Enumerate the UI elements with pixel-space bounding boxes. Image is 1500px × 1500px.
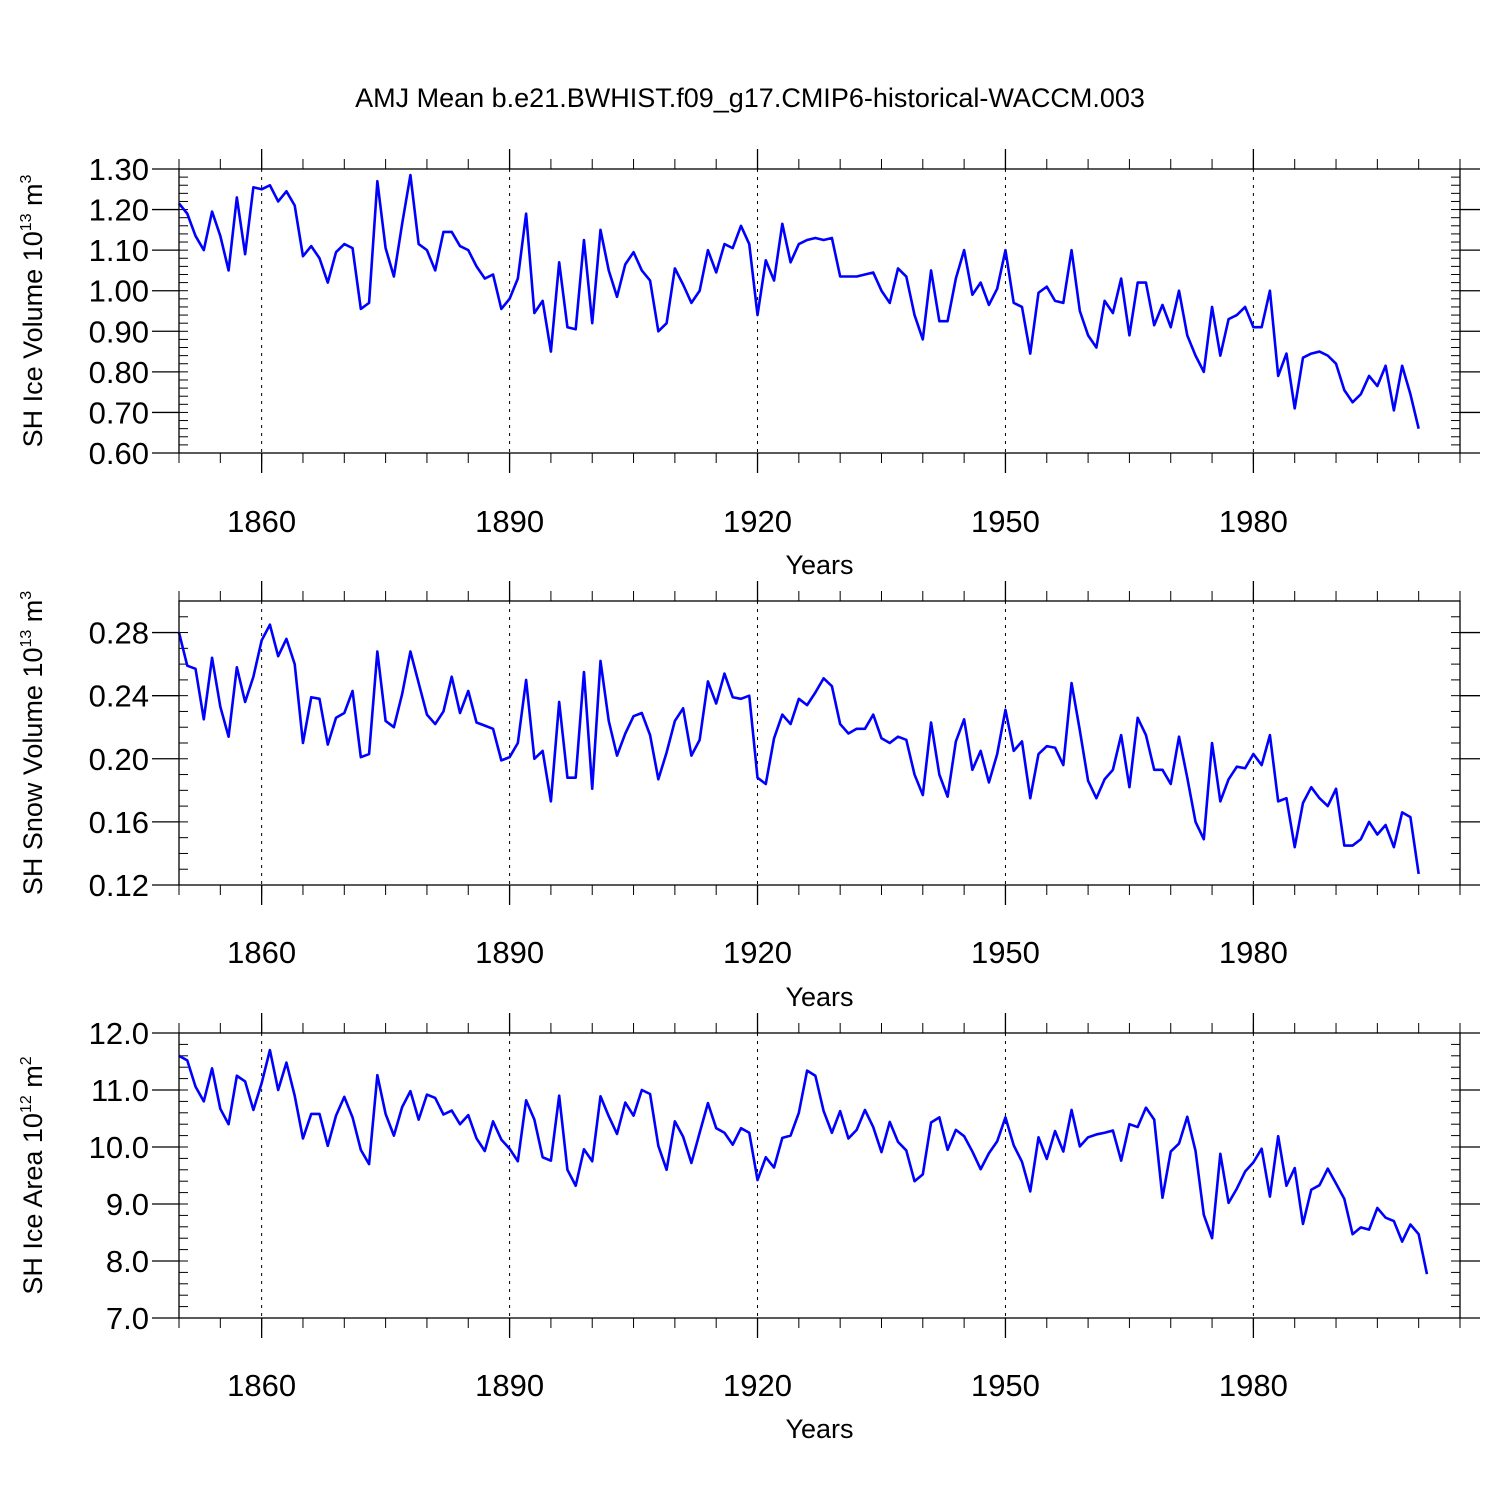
x-tick-label: 1890 [475, 1368, 544, 1403]
y-tick-label: 12.0 [89, 1016, 149, 1051]
x-tick-label: 1920 [723, 935, 792, 970]
y-tick-label: 8.0 [106, 1244, 149, 1279]
panel-ice-volume: 0.60 0.70 0.80 0.90 1.00 1.10 1.20 1.30 1860 1890… [18, 149, 1480, 580]
y-tick-label: 1.00 [89, 274, 149, 309]
x-axis-title: Years [785, 1414, 853, 1444]
y-tick-label: 1.10 [89, 233, 149, 268]
y-tick-label: 0.20 [89, 742, 149, 777]
plot-frame [178, 1032, 1461, 1319]
y-tick-label: 0.80 [89, 355, 149, 390]
x-axis-title: Years [785, 550, 853, 580]
x-tick-label: 1890 [475, 504, 544, 539]
x-tick-label: 1950 [971, 504, 1040, 539]
plot-frame [178, 600, 1461, 886]
y-axis-title: SH Ice Volume 1013 m3 [18, 174, 48, 447]
x-tick-label: 1920 [723, 1368, 792, 1403]
x-tick-label: 1950 [971, 1368, 1040, 1403]
y-tick-label: 10.0 [89, 1130, 149, 1165]
plot-frame [178, 168, 1461, 454]
y-axis-title: SH Ice Area 1012 m2 [18, 1056, 48, 1294]
x-tick-label: 1920 [723, 504, 792, 539]
panel-snow-volume: 0.12 0.16 0.20 0.24 0.28 1860 1890 1920 1950 1980… [18, 581, 1480, 1012]
y-tick-label: 7.0 [106, 1301, 149, 1336]
y-tick-label: 1.20 [89, 193, 149, 228]
y-tick-label: 0.70 [89, 395, 149, 430]
x-tick-label: 1980 [1219, 1368, 1288, 1403]
y-tick-label: 11.0 [91, 1073, 149, 1108]
x-tick-label: 1980 [1219, 504, 1288, 539]
series-line [178, 1048, 1429, 1275]
chart-title: AMJ Mean b.e21.BWHIST.f09_g17.CMIP6-hist… [355, 83, 1145, 113]
panel-ice-area: 7.0 8.0 9.0 10.0 11.0 12.0 1860 1890 1920 1950 198… [18, 1013, 1480, 1444]
y-tick-label: 1.30 [89, 152, 149, 187]
y-tick-label: 0.28 [89, 616, 149, 651]
y-tick-label: 0.90 [89, 314, 149, 349]
y-tick-label: 0.24 [89, 679, 149, 714]
x-tick-label: 1860 [227, 1368, 296, 1403]
x-tick-label: 1950 [971, 935, 1040, 970]
y-axis-title: SH Snow Volume 1013 m3 [18, 591, 48, 895]
series-line [177, 173, 1420, 429]
x-tick-label: 1980 [1219, 935, 1288, 970]
x-tick-label: 1860 [227, 504, 296, 539]
x-tick-label: 1860 [227, 935, 296, 970]
y-tick-label: 0.60 [89, 436, 149, 471]
series-line [177, 623, 1420, 875]
x-tick-label: 1890 [475, 935, 544, 970]
x-axis-title: Years [785, 982, 853, 1012]
y-tick-label: 0.12 [89, 868, 149, 903]
y-tick-label: 9.0 [106, 1187, 149, 1222]
y-tick-label: 0.16 [89, 805, 149, 840]
